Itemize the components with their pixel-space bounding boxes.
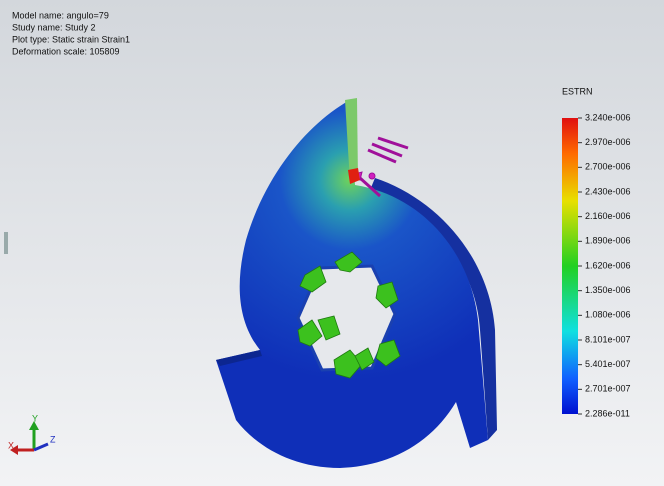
legend-label: 3.240e-006 <box>585 112 631 122</box>
max-strain <box>348 168 360 184</box>
legend-label: 2.160e-006 <box>585 211 631 221</box>
legend-label: 1.350e-006 <box>585 285 631 295</box>
header-line: Deformation scale: 105809 <box>12 46 120 56</box>
axis-label: Y <box>32 413 38 423</box>
legend-label: 8.101e-007 <box>585 334 631 344</box>
load-arrows <box>348 136 409 198</box>
header-line: Model name: angulo=79 <box>12 10 109 20</box>
legend-label: 5.401e-007 <box>585 359 631 369</box>
fixtures <box>297 251 401 379</box>
hex-hole <box>296 264 397 372</box>
legend: ESTRN 3.240e-006 2.970e-006 2.700e-006 2.43… <box>562 86 631 418</box>
legend-title: ESTRN <box>562 86 593 96</box>
legend-label: 1.080e-006 <box>585 310 631 320</box>
axis-label: X <box>8 440 14 450</box>
side-handle[interactable] <box>4 232 8 254</box>
header: Model name: angulo=79 Study name: Study … <box>12 10 130 56</box>
legend-label: 1.620e-006 <box>585 260 631 270</box>
model <box>216 98 497 468</box>
model-flap-edge <box>216 350 262 366</box>
model-slot <box>345 98 358 182</box>
triad: Y X Z <box>8 413 56 455</box>
legend-label: 2.701e-007 <box>585 384 631 394</box>
header-line: Study name: Study 2 <box>12 22 96 32</box>
legend-label: 2.286e-011 <box>585 408 630 418</box>
legend-label: 2.430e-006 <box>585 186 631 196</box>
legend-label: 1.890e-006 <box>585 236 631 246</box>
header-line: Plot type: Static strain Strain1 <box>12 34 130 44</box>
color-bar <box>562 118 578 414</box>
axis-label: Z <box>50 434 56 444</box>
legend-label: 2.970e-006 <box>585 137 631 147</box>
legend-label: 2.700e-006 <box>585 162 631 172</box>
